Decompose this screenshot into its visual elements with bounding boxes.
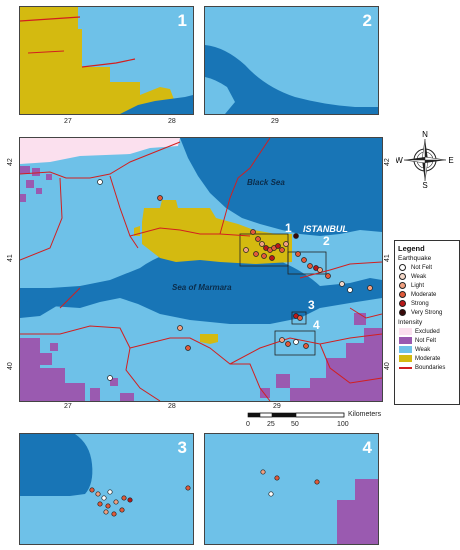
lon-tick: 28 [168, 118, 176, 125]
intensity-swatch [399, 355, 412, 362]
label-sea-of-marmara: Sea of Marmara [172, 283, 232, 292]
legend-item-label: Not Felt [415, 337, 437, 344]
earthquake-dot-icon [399, 282, 406, 289]
compass-w: W [396, 156, 403, 165]
legend-item-intensity: Weak [399, 345, 459, 354]
legend-item-boundaries: Boundaries [399, 363, 459, 372]
legend-item-intensity: Excluded [399, 327, 459, 336]
label-istanbul: ISTANBUL [303, 224, 348, 234]
overlay-number-1: 1 [285, 221, 292, 235]
inset-map-2: 2 [204, 6, 379, 115]
intensity-swatch [399, 346, 412, 353]
legend-item-label: Very Strong [411, 309, 443, 316]
inset-map-3: 3 [19, 433, 194, 545]
legend-item-earthquake: Very Strong [399, 308, 459, 317]
inset-number: 2 [362, 11, 372, 30]
compass-e: E [448, 156, 453, 165]
inset-2-canvas [205, 7, 378, 114]
scale-tick: 0 [246, 421, 250, 428]
earthquake-dot-icon [399, 273, 406, 280]
main-map-canvas [20, 138, 382, 401]
intensity-swatch [399, 328, 412, 335]
compass-s: S [422, 181, 427, 189]
lat-tick-right: 40 [384, 362, 391, 370]
legend-item-label: Moderate [415, 355, 441, 362]
compass-n: N [422, 131, 428, 139]
inset-4-canvas [205, 434, 378, 544]
inset-3-canvas [20, 434, 193, 544]
scale-unit: Kilometers [348, 411, 382, 418]
inset-1-canvas [20, 7, 193, 114]
legend-title: Legend [398, 244, 425, 253]
legend-item-label: Moderate [411, 291, 437, 298]
earthquake-dot-icon [399, 300, 406, 307]
overlay-number-3: 3 [308, 298, 315, 312]
boundary-line-swatch [399, 366, 412, 369]
earthquake-dot-icon [399, 309, 406, 316]
earthquake-dot-icon [399, 291, 406, 298]
legend-item-label: Weak [411, 273, 427, 280]
lat-tick-right: 41 [384, 254, 391, 262]
legend-item-earthquake: Strong [399, 299, 459, 308]
legend-item-label: Excluded [415, 328, 440, 335]
lon-tick: 29 [273, 403, 281, 410]
overlay-number-4: 4 [313, 318, 320, 332]
intensity-swatch [399, 337, 412, 344]
lat-tick-left: 42 [7, 158, 14, 166]
lat-tick-right: 42 [384, 158, 391, 166]
legend-item-label: Weak [415, 346, 431, 353]
legend-item-intensity: Moderate [399, 354, 459, 363]
label-black-sea: Black Sea [247, 178, 285, 187]
legend-item-label: Strong [411, 300, 429, 307]
compass-rose-icon: N S E W [395, 130, 454, 190]
lat-tick-left: 40 [7, 362, 14, 370]
earthquake-dot-icon [399, 264, 406, 271]
legend-item-earthquake: Not Felt [399, 263, 459, 272]
scale-tick: 25 [267, 421, 275, 428]
legend-intensity-title: Intensity [398, 319, 423, 326]
legend-item-intensity: Not Felt [399, 336, 459, 345]
lon-tick: 27 [64, 118, 72, 125]
legend-item-earthquake: Light [399, 281, 459, 290]
legend-item-label: Light [411, 282, 425, 289]
legend-item-earthquake: Moderate [399, 290, 459, 299]
inset-number: 4 [362, 438, 372, 457]
lat-tick-left: 41 [7, 254, 14, 262]
scale-tick: 50 [291, 421, 299, 428]
legend-earthquake-title: Earthquake [398, 255, 432, 262]
lon-tick: 29 [271, 118, 279, 125]
inset-number: 1 [177, 11, 187, 30]
legend-item-earthquake: Weak [399, 272, 459, 281]
inset-map-1: 1 [19, 6, 194, 115]
main-map: Black Sea Sea of Marmara ISTANBUL 1 2 3 … [19, 137, 383, 402]
legend-item-label: Not Felt [411, 264, 433, 271]
lon-tick: 28 [168, 403, 176, 410]
overlay-number-2: 2 [323, 234, 330, 248]
legend: Legend Earthquake Not Felt Weak Light Moder… [394, 240, 460, 405]
legend-item-label: Boundaries [415, 364, 446, 371]
lon-tick: 27 [64, 403, 72, 410]
scale-bar: 0 25 50 100 Kilometers [244, 411, 394, 433]
inset-number: 3 [177, 438, 187, 457]
inset-map-4: 4 [204, 433, 379, 545]
scale-tick: 100 [337, 421, 349, 428]
